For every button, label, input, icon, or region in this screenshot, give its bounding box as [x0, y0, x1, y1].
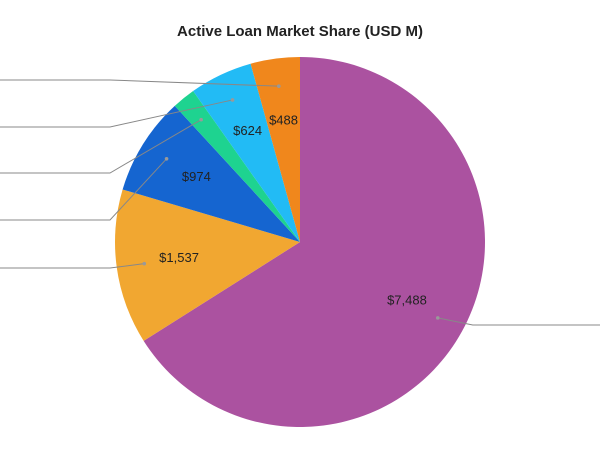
leader-dot — [199, 117, 203, 122]
data-label: $624 — [233, 123, 262, 138]
leader-line — [0, 158, 167, 221]
data-label: $1,537 — [159, 250, 199, 265]
pie-slice — [250, 57, 300, 242]
leader-line — [0, 79, 279, 87]
data-label: $974 — [182, 169, 211, 184]
leader-dot — [164, 157, 169, 161]
leader-dot — [435, 316, 440, 320]
leader-dot — [142, 261, 147, 266]
pie-slice — [114, 189, 300, 341]
leader-dot — [230, 98, 235, 102]
data-label: $488 — [269, 112, 298, 127]
leader-line — [437, 317, 600, 326]
data-label: $7,488 — [387, 292, 427, 307]
leader-line — [0, 99, 233, 128]
leader-line — [0, 263, 145, 269]
chart-title: Active Loan Market Share (USD M) — [177, 23, 423, 40]
pie-slice — [143, 57, 486, 427]
leader-dot — [277, 84, 281, 88]
pie-slice — [193, 63, 300, 243]
leader-line — [0, 119, 202, 174]
pie-slice — [174, 91, 300, 242]
